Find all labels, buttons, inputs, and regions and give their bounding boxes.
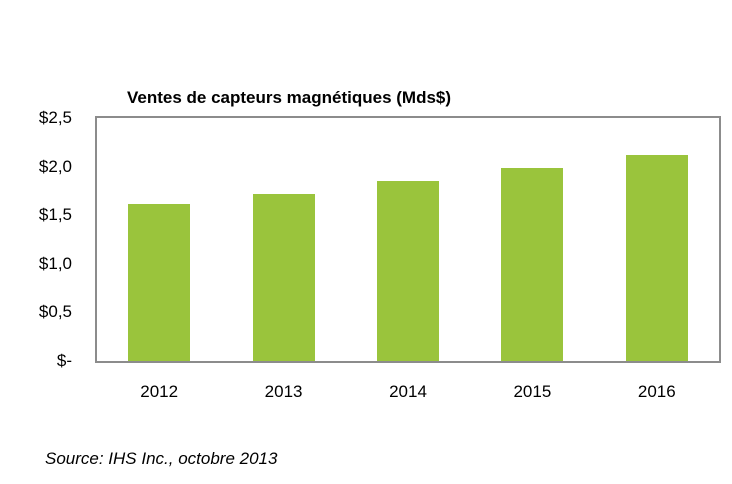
source-note: Source: IHS Inc., octobre 2013: [45, 449, 278, 468]
y-axis-tick-label: $-: [56, 351, 72, 370]
x-axis-tick-label: 2015: [513, 382, 552, 401]
y-axis-tick-label: $2,0: [38, 156, 72, 176]
y-axis-tick-label: $0,5: [38, 302, 72, 322]
x-axis-tick-label: 2012: [140, 382, 179, 401]
y-axis-tick-label: $2,5: [38, 108, 72, 127]
bar-2015: [501, 167, 564, 361]
x-axis-tick-label: 2013: [264, 382, 303, 401]
bar-2016: [625, 154, 688, 361]
bar-2012: [128, 203, 191, 361]
plot-area: [95, 116, 721, 363]
bar-2014: [377, 181, 439, 361]
x-axis-tick-label: 2014: [389, 382, 427, 401]
bar-2013: [252, 193, 315, 361]
chart-title: Ventes de capteurs magnétiques (Mds$): [127, 88, 452, 107]
x-axis-tick-label: 2016: [637, 382, 676, 401]
y-axis-tick-label: $1,0: [38, 253, 72, 273]
y-axis-tick-label: $1,5: [38, 205, 72, 225]
